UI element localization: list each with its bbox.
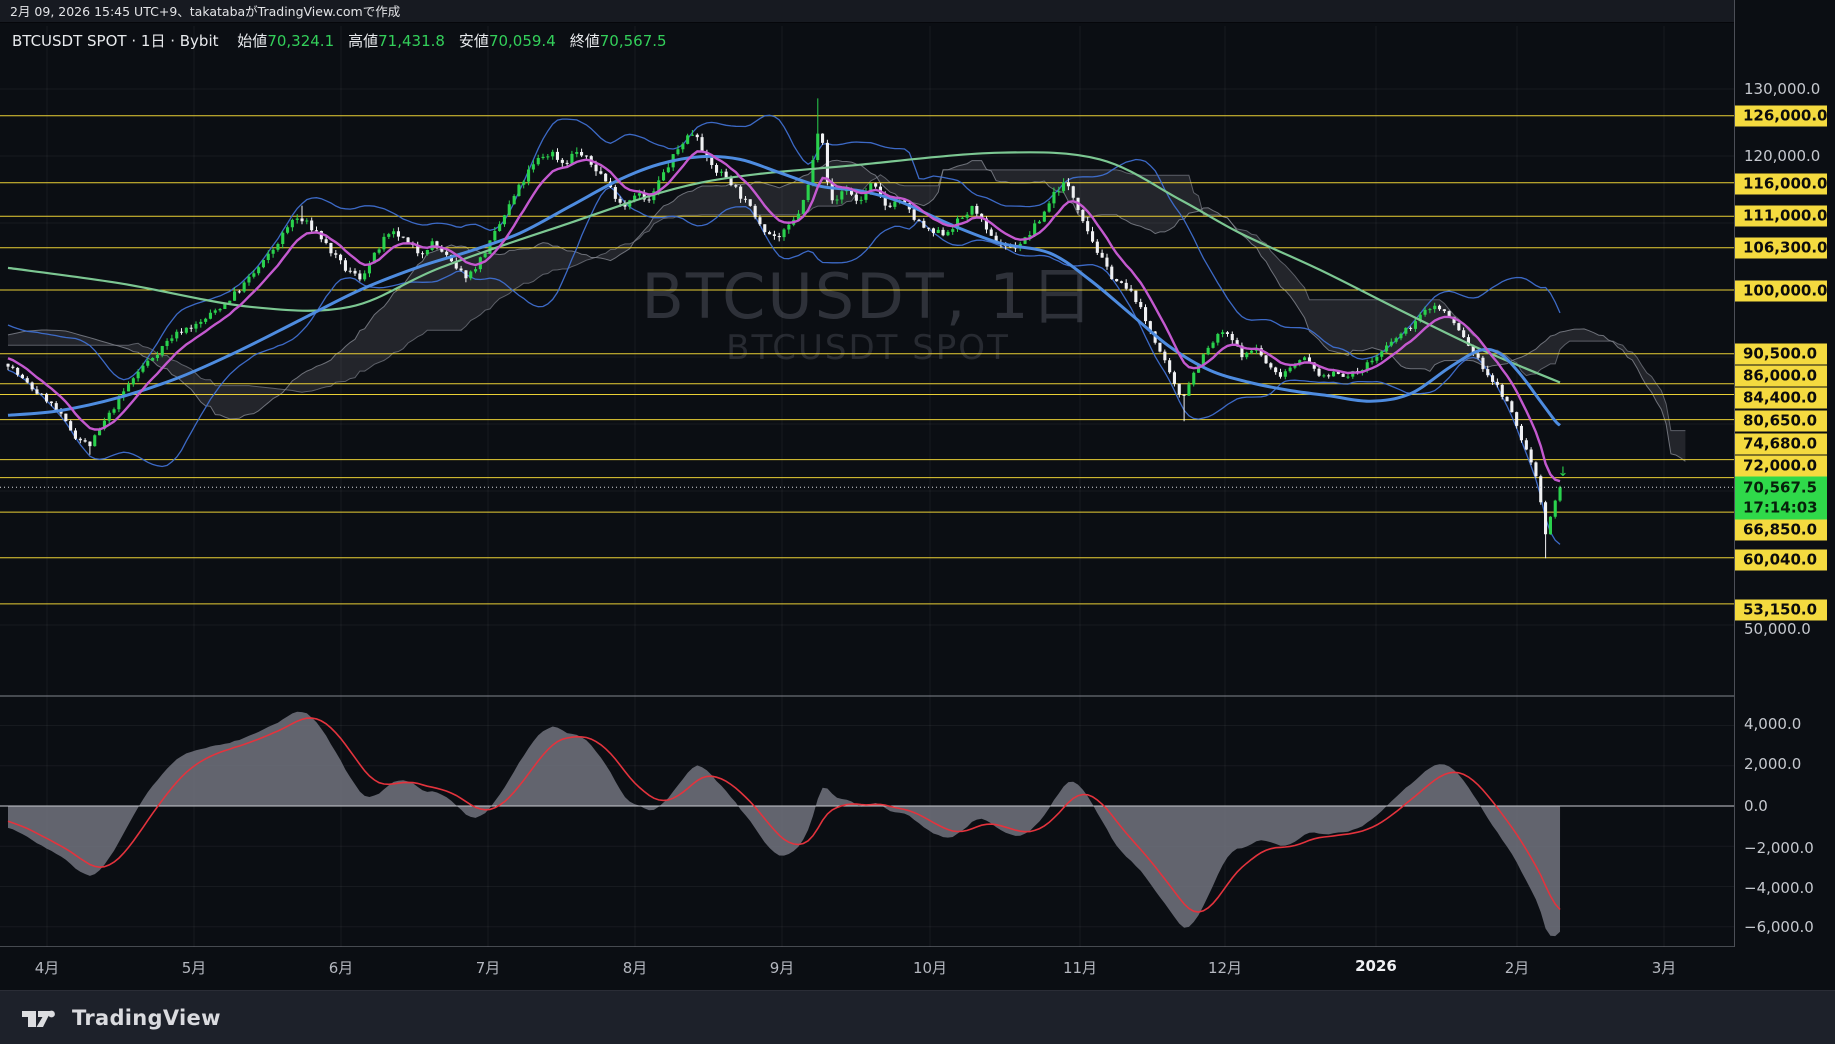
price-level-badge: 116,000.0: [1735, 173, 1827, 195]
price-level-badge: 90,500.0: [1735, 343, 1827, 365]
price-level-badge: 66,850.0: [1735, 519, 1827, 541]
price-level-badge: 72,000.0: [1735, 455, 1827, 477]
time-axis-label: 8月: [622, 959, 648, 977]
indicator-axis-label: −4,000.0: [1744, 879, 1814, 897]
time-axis-label: 2月: [1504, 959, 1530, 977]
indicator-axis-label: −2,000.0: [1744, 839, 1814, 857]
price-level-badge: 53,150.0: [1735, 599, 1827, 621]
bollinger-lower-line: [7, 186, 1561, 545]
green-slow-ma-line: [7, 151, 1561, 384]
watermark-symbol: BTCUSDT, 1日: [641, 260, 1095, 333]
brand-name[interactable]: TradingView: [72, 1006, 221, 1030]
ohlc-label: 終値: [569, 32, 600, 50]
time-axis-label: 9月: [769, 959, 795, 977]
price-axis-label: 130,000.0: [1744, 80, 1821, 98]
indicator-axis-label: 4,000.0: [1744, 715, 1802, 733]
time-axis-label: 12月: [1207, 959, 1243, 977]
current-price-value: 70,567.5: [1743, 478, 1818, 497]
price-level-badge: 80,650.0: [1735, 410, 1827, 432]
price-level-badge: 84,400.0: [1735, 387, 1827, 409]
attribution-text: 2月 09, 2026 15:45 UTC+9、takatabaがTrading…: [10, 4, 401, 19]
ohlc-value: 70,324.1: [267, 32, 335, 50]
ohlc-values: 始値70,324.1 高値71,431.8 安値70,059.4 終値70,567.5: [223, 32, 666, 50]
ichimoku-cloud: [7, 159, 1686, 462]
moving-averages: [7, 150, 1562, 483]
symbol-exchange: Bybit: [179, 32, 219, 50]
bar-countdown: 17:14:03: [1743, 498, 1818, 517]
ohlc-label: 始値: [237, 32, 268, 50]
time-axis-label: 7月: [475, 959, 501, 977]
macd-area: [8, 711, 1561, 937]
time-axis-label: 6月: [328, 959, 354, 977]
ohlc-value: 70,567.5: [599, 32, 667, 50]
price-level-badge: 86,000.0: [1735, 365, 1827, 387]
price-axis-label: 50,000.0: [1744, 620, 1811, 638]
price-level-badge: 111,000.0: [1735, 205, 1827, 227]
ohlc-label: 安値: [458, 32, 489, 50]
price-scale[interactable]: 130,000.0 120,000.0 50,000.0 126,000.0 116,0…: [1734, 0, 1835, 947]
macd-signal-line: [7, 717, 1561, 913]
indicator-axis-label: −6,000.0: [1744, 918, 1814, 936]
symbol-interval[interactable]: 1日: [140, 32, 166, 50]
price-level-badge: 106,300.0: [1735, 237, 1827, 259]
price-level-badge: 100,000.0: [1735, 280, 1827, 302]
time-axis-label: 11月: [1062, 959, 1098, 977]
legend-sep2: ·: [165, 32, 180, 50]
tradingview-logo-icon[interactable]: [20, 1004, 60, 1032]
ohlc-value: 70,059.4: [488, 32, 556, 50]
price-level-badge: 60,040.0: [1735, 549, 1827, 571]
legend-sep1: ·: [131, 32, 141, 50]
purple-fast-ma-line: [7, 150, 1561, 483]
last-candle-arrow-icon: ↓: [1558, 465, 1569, 480]
price-level-lines[interactable]: [0, 115, 1734, 605]
indicator-axis-label: 0.0: [1744, 797, 1768, 815]
macd-panel: [0, 711, 1734, 937]
price-level-badge: 126,000.0: [1735, 105, 1827, 127]
attribution-bar: 2月 09, 2026 15:45 UTC+9、takatabaがTrading…: [0, 0, 1835, 23]
time-axis-label: 5月: [181, 959, 207, 977]
time-scale[interactable]: 4月 5月 6月 7月 8月 9月 10月 11月 12月 2026 2月 3月: [0, 947, 1835, 990]
blue-mid-ma-line: [7, 154, 1562, 427]
symbol-legend[interactable]: BTCUSDT SPOT · 1日 · Bybit 始値70,324.1 高値71…: [12, 30, 667, 50]
symbol-name[interactable]: BTCUSDT SPOT: [12, 32, 127, 50]
indicator-axis-label: 2,000.0: [1744, 755, 1802, 773]
time-axis-label: 10月: [912, 959, 948, 977]
time-axis-label: 4月: [34, 959, 60, 977]
watermark-market: BTCUSDT SPOT: [726, 328, 1010, 368]
current-price-badge: 70,567.5 17:14:03: [1735, 476, 1827, 520]
time-axis-label: 2026: [1355, 957, 1397, 975]
price-axis-label: 120,000.0: [1744, 147, 1821, 165]
brand-bar: TradingView: [0, 990, 1835, 1044]
ohlc-label: 高値: [348, 32, 379, 50]
time-axis-label: 3月: [1651, 959, 1677, 977]
ohlc-value: 71,431.8: [378, 32, 445, 50]
price-level-badge: 74,680.0: [1735, 433, 1827, 455]
